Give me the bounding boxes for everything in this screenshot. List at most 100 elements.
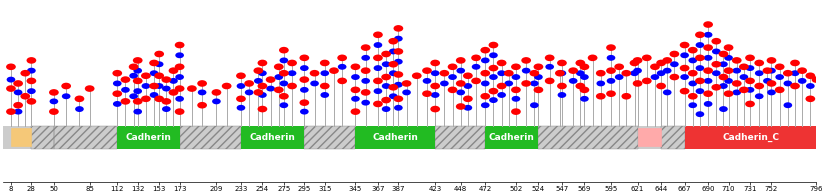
Ellipse shape <box>695 111 705 117</box>
Ellipse shape <box>704 32 713 38</box>
Ellipse shape <box>784 81 792 86</box>
Ellipse shape <box>197 90 206 95</box>
Ellipse shape <box>670 74 679 80</box>
Ellipse shape <box>141 73 151 79</box>
Ellipse shape <box>236 73 246 79</box>
Ellipse shape <box>21 70 30 76</box>
Bar <box>661 126 685 149</box>
Ellipse shape <box>361 100 370 106</box>
Ellipse shape <box>373 31 382 38</box>
Bar <box>117 126 179 149</box>
Ellipse shape <box>580 87 589 93</box>
Ellipse shape <box>388 61 398 67</box>
Ellipse shape <box>670 61 679 67</box>
Ellipse shape <box>745 55 755 61</box>
Ellipse shape <box>775 64 785 70</box>
Bar <box>31 126 54 149</box>
Ellipse shape <box>14 109 22 115</box>
Ellipse shape <box>361 55 370 61</box>
Ellipse shape <box>711 38 721 44</box>
Ellipse shape <box>329 67 339 74</box>
Ellipse shape <box>393 71 403 78</box>
Ellipse shape <box>703 21 713 28</box>
Ellipse shape <box>300 109 309 115</box>
Ellipse shape <box>767 80 776 87</box>
Ellipse shape <box>505 81 513 86</box>
Ellipse shape <box>719 106 728 112</box>
Ellipse shape <box>534 87 544 93</box>
Ellipse shape <box>606 44 616 51</box>
Ellipse shape <box>133 68 142 74</box>
Ellipse shape <box>6 108 16 115</box>
Ellipse shape <box>258 70 267 76</box>
Ellipse shape <box>175 64 184 70</box>
Ellipse shape <box>745 101 755 107</box>
Ellipse shape <box>481 47 490 53</box>
Ellipse shape <box>663 90 672 95</box>
Ellipse shape <box>274 87 283 93</box>
Ellipse shape <box>258 106 268 112</box>
Ellipse shape <box>555 70 565 76</box>
Ellipse shape <box>651 74 659 80</box>
Ellipse shape <box>663 68 672 74</box>
Ellipse shape <box>310 70 320 76</box>
Ellipse shape <box>719 51 729 57</box>
Ellipse shape <box>258 60 268 66</box>
Ellipse shape <box>373 88 382 94</box>
Ellipse shape <box>755 70 763 76</box>
Bar <box>241 126 304 149</box>
Ellipse shape <box>776 74 784 80</box>
Ellipse shape <box>545 64 554 70</box>
Ellipse shape <box>422 90 432 97</box>
Ellipse shape <box>642 78 652 84</box>
Ellipse shape <box>6 64 16 70</box>
Ellipse shape <box>754 83 764 89</box>
Ellipse shape <box>382 51 391 57</box>
Ellipse shape <box>615 64 624 70</box>
Ellipse shape <box>681 74 689 80</box>
Ellipse shape <box>274 64 283 70</box>
Ellipse shape <box>481 93 490 100</box>
Ellipse shape <box>724 78 733 84</box>
Ellipse shape <box>154 73 164 79</box>
Ellipse shape <box>175 42 184 48</box>
Ellipse shape <box>650 64 660 70</box>
Ellipse shape <box>300 55 309 61</box>
Ellipse shape <box>588 55 597 61</box>
Ellipse shape <box>175 96 184 102</box>
Ellipse shape <box>606 55 615 61</box>
Text: Cadherin: Cadherin <box>249 133 296 142</box>
Bar <box>54 126 117 149</box>
Ellipse shape <box>197 80 207 87</box>
Ellipse shape <box>739 64 749 70</box>
Ellipse shape <box>337 78 347 84</box>
Bar <box>435 126 485 149</box>
Bar <box>355 126 435 149</box>
Ellipse shape <box>258 92 267 98</box>
Ellipse shape <box>236 96 246 102</box>
Ellipse shape <box>703 67 713 74</box>
Ellipse shape <box>361 44 371 51</box>
Ellipse shape <box>457 68 465 74</box>
Ellipse shape <box>112 90 122 97</box>
Ellipse shape <box>175 52 184 58</box>
Ellipse shape <box>719 83 728 89</box>
Ellipse shape <box>279 81 288 86</box>
Ellipse shape <box>373 101 382 107</box>
Ellipse shape <box>621 70 631 76</box>
Bar <box>179 126 241 149</box>
Ellipse shape <box>522 68 530 74</box>
Ellipse shape <box>62 93 70 99</box>
Bar <box>11 128 31 146</box>
Ellipse shape <box>633 57 643 64</box>
Ellipse shape <box>133 78 143 84</box>
Ellipse shape <box>133 98 143 105</box>
Ellipse shape <box>596 81 605 86</box>
Ellipse shape <box>670 51 679 57</box>
Ellipse shape <box>300 99 309 106</box>
Ellipse shape <box>338 64 346 70</box>
Ellipse shape <box>130 73 138 79</box>
Ellipse shape <box>704 55 713 61</box>
Ellipse shape <box>606 67 616 74</box>
Ellipse shape <box>471 78 481 84</box>
